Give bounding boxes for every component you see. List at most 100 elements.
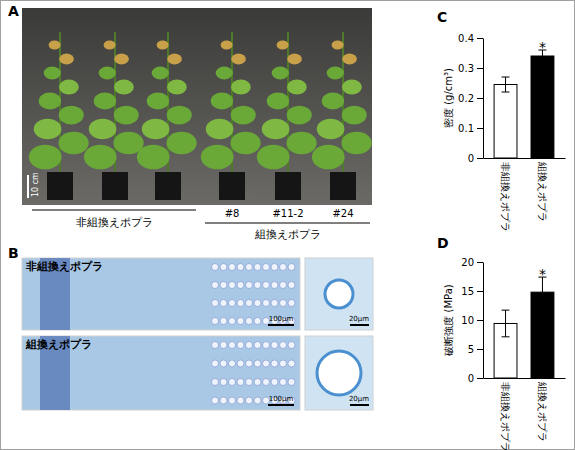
leaf: [142, 119, 170, 140]
tick-label: 組換えポプラ: [537, 161, 548, 222]
cell: [212, 300, 219, 307]
leaf: [167, 54, 182, 65]
cell: [271, 379, 278, 386]
error-cap: [538, 62, 546, 63]
leaf: [104, 41, 116, 50]
tick: 20: [461, 257, 483, 268]
tick-mark: [477, 98, 483, 99]
tick: 非組換えポプラ: [500, 162, 511, 232]
leaf: [114, 80, 134, 95]
leaf: [114, 106, 139, 125]
tick: 非組換えポプラ: [500, 382, 511, 450]
cell: [229, 379, 236, 386]
x-axis: 非組換えポプラ 組換えポプラ: [484, 379, 566, 450]
axis-line: [484, 378, 566, 379]
leaf: [312, 145, 345, 170]
cell: [271, 282, 278, 289]
group-line: [32, 210, 196, 211]
cell: [220, 397, 227, 404]
cell: [246, 397, 253, 404]
cell: [246, 282, 253, 289]
micrograph-zoom: [305, 258, 373, 330]
axis-line: [483, 39, 484, 159]
pot: [102, 172, 128, 200]
leaf: [137, 145, 170, 170]
plant-label: #8: [225, 208, 240, 219]
pot: [47, 172, 73, 200]
cell: [263, 282, 270, 289]
plot-area: [494, 277, 554, 378]
y-axis: 05101520: [461, 257, 483, 384]
panel-b: B非組換えポプラ100μm20μm組換えポプラ100μm20μm: [8, 245, 373, 410]
cell: [237, 318, 244, 325]
cell: [229, 300, 236, 307]
cell: [246, 318, 253, 325]
cell: [237, 342, 244, 349]
leaf: [286, 132, 316, 155]
tick-label: 0.1: [458, 123, 474, 134]
leaf: [257, 145, 290, 170]
scale-bar-label: 10 cm: [31, 172, 40, 197]
tick: 5: [468, 344, 483, 355]
leaf: [231, 80, 251, 95]
panel-letter: D: [437, 235, 449, 251]
cell: [220, 300, 227, 307]
group-line: [205, 223, 370, 224]
panel-letter: C: [437, 9, 447, 25]
error-bar: [502, 77, 510, 92]
tick-label: 組換えポプラ: [537, 381, 548, 442]
scale-bar: [268, 324, 294, 326]
leaf: [166, 132, 196, 155]
cell: [288, 264, 295, 271]
cell: [220, 318, 227, 325]
tick-label: 10: [461, 315, 474, 326]
leaf: [114, 54, 129, 65]
pot: [275, 172, 301, 200]
plant-label: #24: [332, 208, 353, 219]
leaf: [39, 93, 61, 110]
panel-letter: B: [8, 245, 19, 261]
cell: [237, 282, 244, 289]
cell: [212, 360, 219, 367]
annotation: *: [539, 266, 546, 282]
leaf: [221, 41, 233, 50]
cell: [288, 379, 295, 386]
cell: [254, 342, 261, 349]
leaf: [49, 41, 61, 50]
leaf: [287, 106, 312, 125]
cell: [254, 379, 261, 386]
tick-mark: [477, 349, 483, 350]
tick: 0.4: [458, 33, 483, 44]
leaf: [34, 119, 62, 140]
tick-mark: [477, 128, 483, 129]
cell: [280, 379, 287, 386]
annotation: *: [539, 39, 546, 55]
cell: [288, 360, 295, 367]
plant: [137, 32, 197, 200]
error-stem: [505, 310, 506, 337]
tick: 組換えポプラ: [537, 161, 548, 222]
y-axis-title: 破断強度 (MPa): [443, 284, 454, 356]
tick: 10: [461, 315, 483, 326]
leaf: [231, 54, 246, 65]
chart: C*00.10.20.30.4非組換えポプラ組換えポプラ密度 (g/cm³): [437, 9, 566, 232]
cell: [212, 397, 219, 404]
leaf: [277, 41, 289, 50]
tick: 15: [461, 286, 483, 297]
plant: [312, 32, 372, 200]
cell: [220, 360, 227, 367]
leaf: [342, 106, 367, 125]
leaf: [216, 67, 233, 80]
pot: [155, 172, 181, 200]
tick-mark: [477, 158, 483, 159]
cell: [229, 360, 236, 367]
tick-label: 5: [468, 344, 474, 355]
cell: [220, 282, 227, 289]
chart: D*05101520非組換えポプラ組換えポプラ破断強度 (MPa): [437, 235, 566, 450]
cell: [254, 318, 261, 325]
tick-mark: [477, 320, 483, 321]
cell: [246, 360, 253, 367]
leaf: [84, 145, 117, 170]
cell: [220, 379, 227, 386]
cell: [263, 264, 270, 271]
